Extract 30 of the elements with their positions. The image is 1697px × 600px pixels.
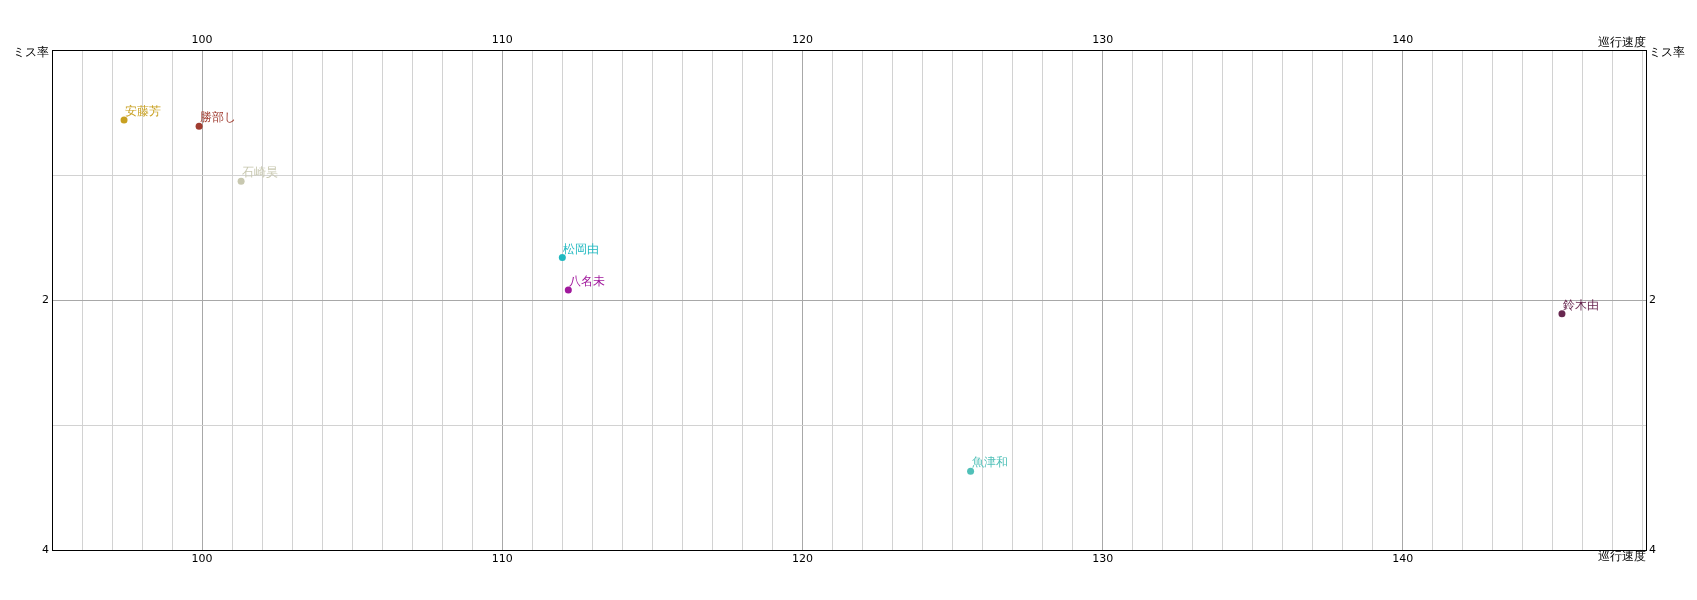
point <box>195 122 203 130</box>
x-tick-label: 120 <box>791 552 813 566</box>
y2-axis-title: ミス率 <box>1649 45 1685 60</box>
x-tick-label: 110 <box>491 552 513 566</box>
point <box>237 177 245 185</box>
x2-tick-label: 110 <box>491 33 513 47</box>
y-axis-title: ミス率 <box>13 45 49 60</box>
x-tick-label: 100 <box>191 552 213 566</box>
series-label: 八名未 <box>569 274 606 289</box>
series-label: 石崎昊 <box>242 165 279 180</box>
x-axis-title: 巡行速度 <box>1598 549 1646 564</box>
series-label: 魚津和 <box>971 455 1008 470</box>
point <box>564 286 572 294</box>
y2-tick-label: 4 <box>1649 542 1656 556</box>
x2-axis-title: 巡行速度 <box>1598 35 1646 50</box>
x2-tick-label: 140 <box>1392 33 1414 47</box>
series-label: 松岡由 <box>563 241 600 256</box>
x2-tick-label: 100 <box>191 33 213 47</box>
series-label: 鈴木由 <box>1562 297 1599 312</box>
x-tick-label: 130 <box>1092 552 1114 566</box>
point <box>120 116 128 124</box>
point <box>967 467 975 475</box>
series-label: 安藤芳 <box>125 104 162 119</box>
point <box>558 254 566 261</box>
x2-tick-label: 120 <box>791 33 813 47</box>
x2-tick-label: 130 <box>1092 33 1114 47</box>
x-tick-label: 140 <box>1392 552 1414 566</box>
y2-tick-label: 2 <box>1649 292 1656 306</box>
series-label: 勝部し <box>200 110 237 125</box>
point <box>1558 310 1566 318</box>
